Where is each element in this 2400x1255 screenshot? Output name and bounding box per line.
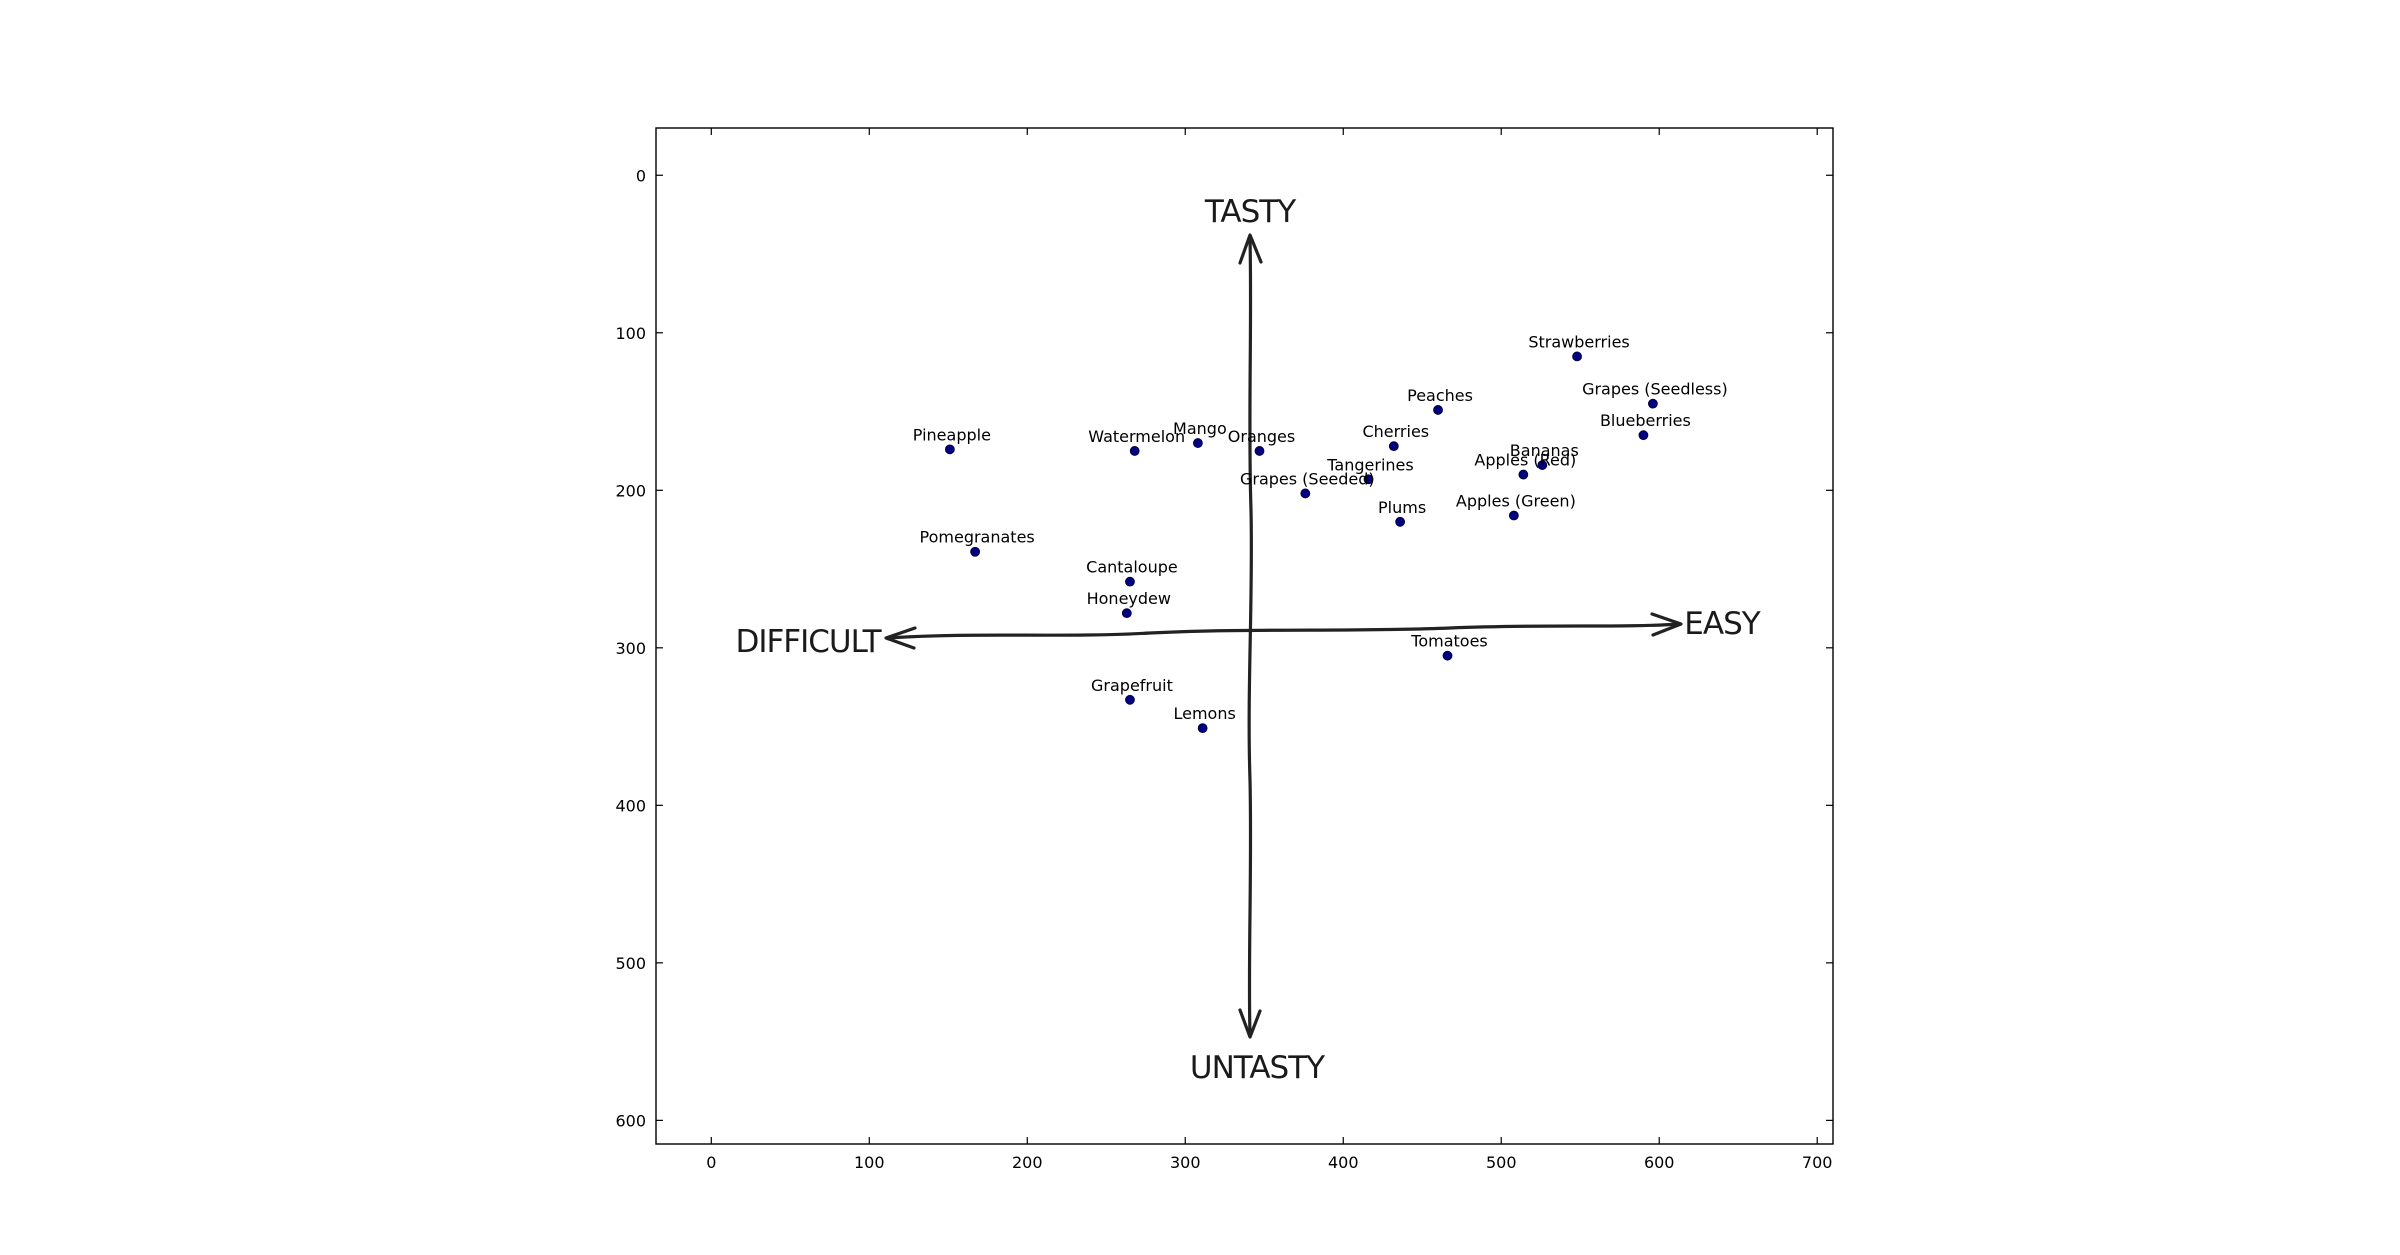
- x-tick-label: 0: [706, 1153, 716, 1172]
- y-tick-label: 300: [615, 639, 646, 658]
- data-points: Strawberries Grapes (Seedless) Blueberries…: [913, 332, 1728, 734]
- data-point-label: Lemons: [1173, 704, 1235, 723]
- data-point: [1442, 650, 1453, 661]
- x-tick-label: 600: [1644, 1153, 1675, 1172]
- data-point: [1121, 608, 1132, 619]
- tasty-label: TASTY: [1204, 194, 1296, 230]
- x-tick-label: 400: [1328, 1153, 1359, 1172]
- y-tick-label: 100: [615, 324, 646, 343]
- x-tick-label: 500: [1486, 1153, 1517, 1172]
- x-tick-label: 100: [854, 1153, 885, 1172]
- easy-arrowhead: [1650, 612, 1683, 637]
- data-point: [1638, 430, 1649, 441]
- y-tick-label: 200: [615, 481, 646, 500]
- untasty-arrowhead: [1238, 1008, 1262, 1039]
- data-point: [1572, 351, 1582, 362]
- plot-border: [655, 127, 1834, 1145]
- data-point-label: Oranges: [1228, 427, 1295, 446]
- data-point-label: Pomegranates: [920, 528, 1035, 547]
- x-tick-label: 200: [1012, 1153, 1043, 1172]
- hand-drawn-axes: TASTY UNTASTY DIFFICULT EASY: [735, 194, 1761, 1086]
- data-point-label: Apples (Green): [1456, 491, 1576, 510]
- difficult-arrowhead: [884, 626, 917, 650]
- data-point-label: Plums: [1378, 498, 1426, 517]
- data-point-label: Watermelon: [1088, 427, 1185, 446]
- y-tick-label: 0: [636, 166, 646, 185]
- data-point: [1363, 474, 1374, 485]
- data-point-label: Grapes (Seeded): [1240, 469, 1375, 488]
- data-point: [970, 546, 981, 557]
- y-tick-label: 400: [615, 796, 646, 815]
- data-point-label: Pineapple: [913, 425, 991, 444]
- data-point: [1125, 694, 1135, 705]
- x-tick-label: 700: [1802, 1153, 1833, 1172]
- vertical-hand-axis: [1247, 235, 1254, 1037]
- x-tick-label: 300: [1170, 1153, 1201, 1172]
- data-point: [1433, 405, 1443, 415]
- data-point: [1192, 438, 1203, 448]
- data-point-label: Mango: [1173, 419, 1227, 438]
- easy-label: EASY: [1684, 606, 1760, 642]
- data-point: [1647, 398, 1658, 409]
- axis-ticks: 0 100 200 300 400 500 600 700 0 100 200 300 400 500 60…: [615, 128, 1833, 1172]
- data-point-label: Strawberries: [1528, 332, 1629, 351]
- data-point: [1395, 516, 1406, 527]
- data-point-label: Grapefruit: [1091, 676, 1173, 695]
- data-point-label: Peaches: [1407, 386, 1473, 405]
- data-point-label: Blueberries: [1600, 411, 1691, 430]
- data-point: [1254, 446, 1265, 456]
- data-point: [1300, 488, 1311, 499]
- untasty-label: UNTASTY: [1190, 1050, 1325, 1086]
- data-point-label: Cantaloupe: [1086, 558, 1178, 577]
- plot-frame: [655, 127, 1834, 1145]
- tasty-arrowhead: [1238, 233, 1263, 265]
- data-point: [1197, 723, 1208, 734]
- data-point: [1388, 441, 1399, 452]
- data-point: [1129, 446, 1140, 456]
- data-point-label: Tomatoes: [1410, 632, 1487, 651]
- data-point: [944, 444, 955, 455]
- y-tick-label: 600: [615, 1111, 646, 1130]
- data-point: [1508, 510, 1519, 521]
- data-point-label: Grapes (Seedless): [1582, 380, 1728, 399]
- data-point: [1518, 469, 1529, 480]
- data-point-label: Honeydew: [1087, 589, 1171, 608]
- data-point-label: Cherries: [1362, 422, 1429, 441]
- horizontal-hand-axis: [885, 622, 1682, 640]
- difficult-label: DIFFICULT: [735, 624, 882, 660]
- y-tick-label: 500: [615, 954, 646, 973]
- data-point: [1537, 460, 1548, 470]
- data-point: [1125, 576, 1135, 587]
- data-point-label: Tangerines: [1326, 455, 1413, 474]
- data-point-label: Bananas: [1510, 441, 1579, 460]
- data-point-label: Apples (Red): [1474, 451, 1576, 470]
